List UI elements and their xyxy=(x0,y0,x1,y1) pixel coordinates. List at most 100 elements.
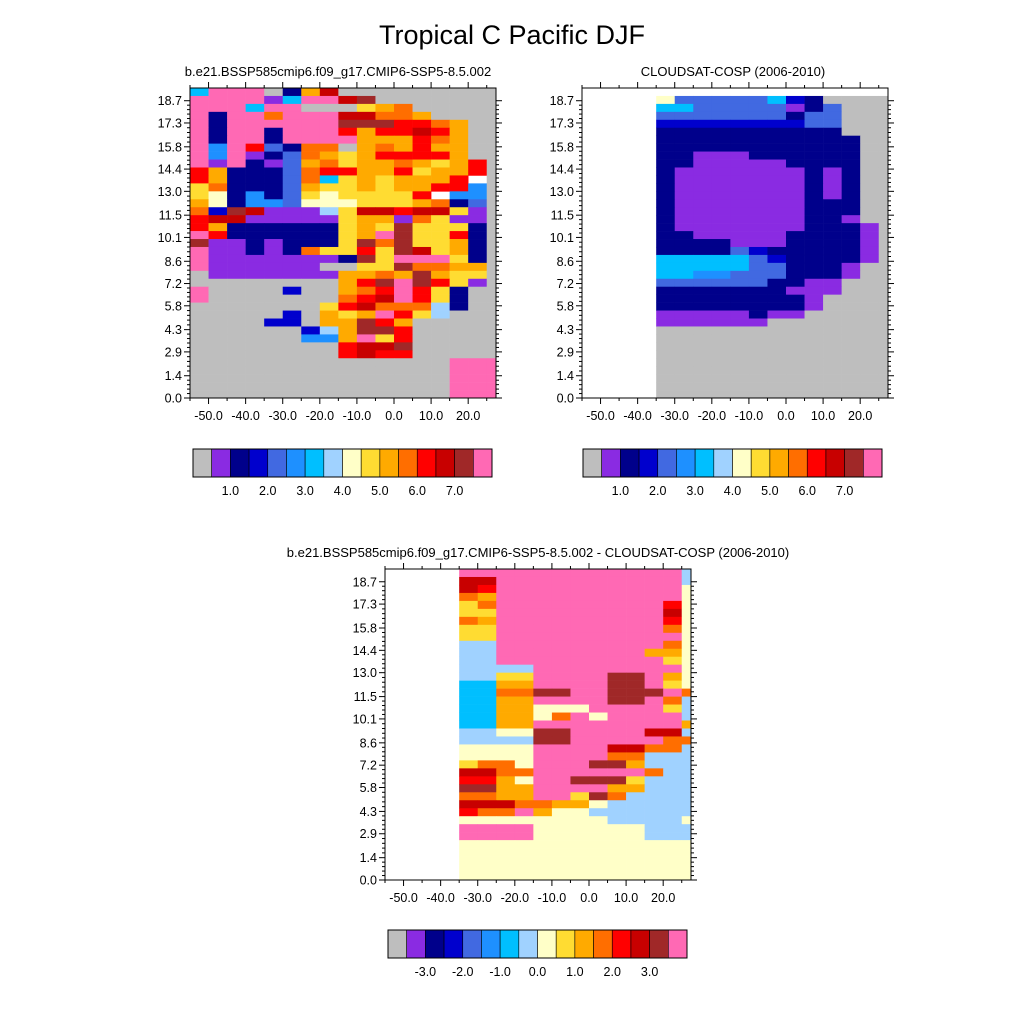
heatmap-cell xyxy=(589,784,608,793)
heatmap-cell xyxy=(514,808,534,817)
x-tick-label: -10.0 xyxy=(538,891,567,905)
heatmap-cell xyxy=(412,254,432,264)
heatmap-cell xyxy=(533,864,553,873)
heatmap-cell xyxy=(711,103,731,113)
colorbar-swatch xyxy=(601,448,621,478)
heatmap-cell xyxy=(730,199,750,208)
heatmap-cell xyxy=(786,262,805,272)
heatmap-cell xyxy=(477,688,497,697)
heatmap-cell xyxy=(301,223,321,232)
heatmap-cell xyxy=(514,824,534,833)
heatmap-cell xyxy=(656,207,676,216)
heatmap-cell xyxy=(607,648,627,658)
heatmap-cell xyxy=(551,864,571,873)
heatmap-cell xyxy=(674,374,694,383)
heatmap-cell xyxy=(711,342,731,351)
heatmap-cell xyxy=(264,191,284,200)
heatmap-cell xyxy=(227,262,246,272)
heatmap-cell xyxy=(823,191,842,200)
heatmap-cell xyxy=(681,768,692,777)
heatmap-cell xyxy=(412,342,432,351)
heatmap-cell xyxy=(663,688,683,697)
heatmap-cell xyxy=(767,382,787,391)
heatmap-cell xyxy=(786,215,805,224)
heatmap-cell xyxy=(644,752,664,761)
heatmap-cell xyxy=(681,672,692,681)
colorbar-swatch xyxy=(473,448,493,478)
heatmap-cell xyxy=(663,672,683,681)
colorbar-swatch xyxy=(398,448,418,478)
heatmap-cell xyxy=(264,111,284,121)
heatmap-cell xyxy=(338,270,358,280)
heatmap-cell xyxy=(375,119,395,129)
heatmap-cell xyxy=(245,342,265,351)
heatmap-cell xyxy=(319,175,339,184)
heatmap-cell xyxy=(245,88,265,97)
panel-difference: b.e21.BSSP585cmip6.f09_g17.CMIP6-SSP5-8.… xyxy=(287,545,789,979)
heatmap-cell xyxy=(282,95,302,105)
heatmap-cell xyxy=(449,95,469,105)
panel-difference-axes: -50.0 -40.0 -30.0 -20.0 -10.0 0.0 10.0 20.00.01… xyxy=(353,563,697,905)
heatmap-cell xyxy=(841,366,861,375)
heatmap-cell xyxy=(786,342,805,351)
heatmap-cell xyxy=(412,382,432,391)
heatmap-cell xyxy=(644,848,664,857)
x-tick-label: -20.0 xyxy=(306,409,335,423)
heatmap-cell xyxy=(533,576,553,586)
heatmap-cell xyxy=(264,294,284,303)
heatmap-cell xyxy=(449,270,469,280)
heatmap-cell xyxy=(459,720,479,729)
y-tick-label: 4.3 xyxy=(360,805,377,819)
heatmap-cell xyxy=(748,223,768,232)
heatmap-cell xyxy=(860,326,880,335)
heatmap-cell xyxy=(656,334,676,343)
heatmap-cell xyxy=(823,270,842,280)
heatmap-cell xyxy=(227,254,246,264)
heatmap-cell xyxy=(711,278,731,288)
heatmap-cell xyxy=(431,382,450,391)
heatmap-cell xyxy=(412,270,432,280)
heatmap-cell xyxy=(208,207,228,216)
heatmap-cell xyxy=(841,215,861,224)
heatmap-cell xyxy=(878,390,889,399)
heatmap-cell xyxy=(570,664,590,673)
heatmap-cell xyxy=(431,175,450,184)
heatmap-cell xyxy=(190,254,209,264)
heatmap-cell xyxy=(823,199,842,208)
heatmap-cell xyxy=(607,800,627,809)
heatmap-cell xyxy=(644,600,664,610)
heatmap-cell xyxy=(468,262,488,272)
heatmap-cell xyxy=(551,569,571,578)
heatmap-cell xyxy=(767,270,787,280)
heatmap-cell xyxy=(730,294,750,303)
heatmap-cell xyxy=(730,382,750,391)
heatmap-cell xyxy=(730,270,750,280)
heatmap-cell xyxy=(663,728,683,737)
heatmap-cell xyxy=(496,832,516,841)
heatmap-cell xyxy=(570,656,590,665)
heatmap-cell xyxy=(459,768,479,777)
heatmap-cell xyxy=(607,584,627,594)
heatmap-cell xyxy=(607,768,627,777)
heatmap-cell xyxy=(301,183,321,192)
heatmap-cell xyxy=(878,374,889,383)
heatmap-cell xyxy=(282,167,302,176)
heatmap-cell xyxy=(786,254,805,264)
heatmap-cell xyxy=(338,183,358,192)
heatmap-cell xyxy=(227,270,246,280)
heatmap-cell xyxy=(767,358,787,367)
heatmap-cell xyxy=(301,390,321,399)
heatmap-cell xyxy=(496,688,516,697)
heatmap-cell xyxy=(570,744,590,753)
heatmap-cell xyxy=(804,374,824,383)
heatmap-cell xyxy=(468,390,488,399)
x-tick-label: -40.0 xyxy=(231,409,260,423)
heatmap-cell xyxy=(208,350,228,359)
heatmap-cell xyxy=(338,175,358,184)
colorbar-swatch xyxy=(248,448,269,478)
heatmap-cell xyxy=(841,286,861,295)
heatmap-cell xyxy=(486,254,497,264)
heatmap-cell xyxy=(459,736,479,745)
heatmap-cell xyxy=(767,143,787,152)
heatmap-cell xyxy=(301,358,321,367)
